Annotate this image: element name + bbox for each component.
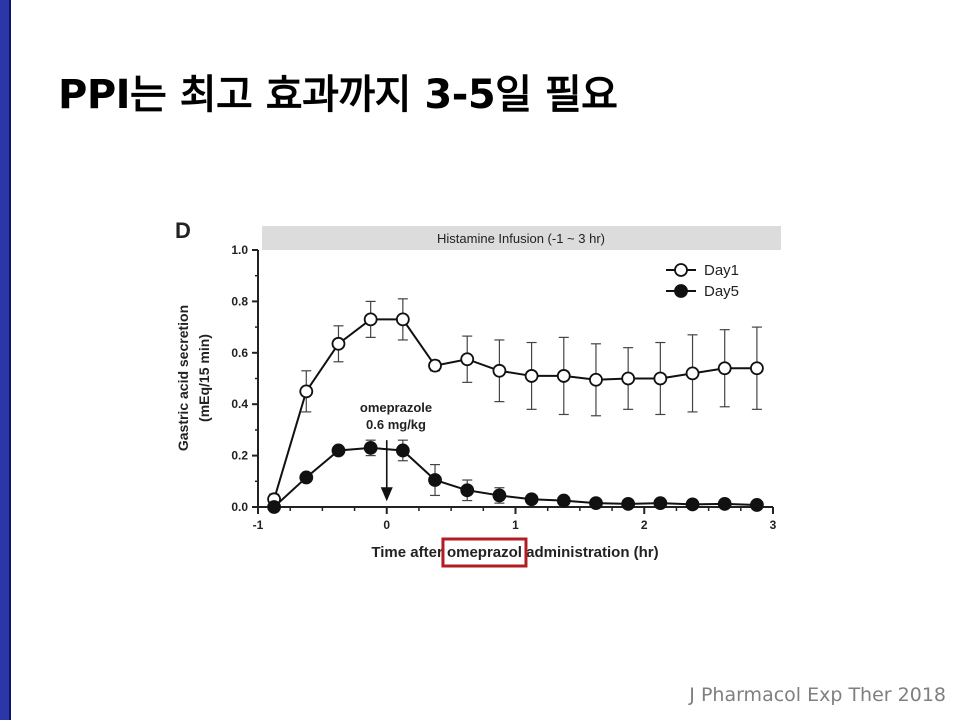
day1-data-point bbox=[621, 371, 636, 386]
day1-data-point bbox=[524, 369, 539, 383]
day5-legend-marker bbox=[674, 284, 688, 298]
day1-data-point bbox=[395, 312, 410, 327]
day5-data-point bbox=[267, 500, 281, 514]
highlight-box bbox=[441, 537, 528, 568]
day5-data-point bbox=[428, 473, 442, 487]
day1-data-point bbox=[653, 371, 668, 386]
x-tick-label: 3 bbox=[770, 518, 777, 532]
day1-data-point bbox=[428, 358, 442, 373]
accent-bar bbox=[0, 0, 11, 720]
day5-data-point bbox=[556, 493, 571, 508]
annotation-dose: 0.6 mg/kg bbox=[366, 417, 426, 432]
day1-data-point bbox=[750, 361, 764, 376]
day5-data-point bbox=[492, 488, 507, 503]
day1-legend-marker bbox=[674, 263, 688, 277]
day5-series-line bbox=[273, 446, 757, 508]
y-tick-label: 0.6 bbox=[231, 346, 248, 360]
banner-label: Histamine Infusion (-1 ~ 3 hr) bbox=[437, 231, 605, 246]
day1-data-point bbox=[589, 372, 603, 387]
y-tick-label: 0.8 bbox=[231, 294, 248, 308]
day5-data-point bbox=[621, 497, 636, 511]
day1-data-point bbox=[331, 336, 346, 351]
day5-data-point bbox=[589, 496, 603, 511]
banner-background bbox=[262, 226, 781, 250]
x-tick-label: 1 bbox=[512, 518, 519, 532]
day5-data-point bbox=[653, 496, 668, 511]
x-axis-label-part: administration (hr) bbox=[522, 544, 659, 561]
x-tick-label: 2 bbox=[641, 518, 648, 532]
day5-data-point bbox=[717, 497, 732, 511]
day1-data-point bbox=[363, 312, 378, 327]
day5-data-point bbox=[331, 443, 346, 458]
annotation-drug: omeprazole bbox=[360, 400, 432, 415]
day5-data-point bbox=[685, 497, 700, 512]
day5-data-point bbox=[750, 498, 764, 512]
y-tick-label: 1.0 bbox=[231, 243, 248, 257]
y-axis-label-unit: (mEq/15 min) bbox=[196, 334, 212, 422]
day5-legend-label: Day5 bbox=[704, 283, 739, 300]
day5-data-point bbox=[524, 492, 539, 507]
day5-data-point bbox=[299, 470, 314, 485]
panel-label: D bbox=[175, 218, 191, 243]
y-axis-label: Gastric acid secretion bbox=[175, 305, 191, 451]
x-axis-label-part: Time after bbox=[371, 544, 447, 561]
day1-data-point bbox=[685, 366, 700, 381]
day1-series-line bbox=[273, 318, 757, 500]
annotation-arrow-head bbox=[380, 487, 393, 502]
day1-data-point bbox=[299, 384, 314, 399]
slide-title: PPI는 최고 효과까지 3-5일 필요 bbox=[58, 72, 618, 118]
y-tick-label: 0.2 bbox=[231, 449, 248, 463]
chart-plot-area: Histamine Infusion (-1 ~ 3 hr) 0.0 0.2 0.4 0… bbox=[175, 226, 781, 568]
y-tick-label: 0.0 bbox=[231, 500, 248, 514]
day1-data-point bbox=[556, 369, 571, 383]
x-tick-label: 0 bbox=[383, 518, 390, 532]
day1-legend-label: Day1 bbox=[704, 262, 739, 279]
day5-data-point bbox=[363, 440, 378, 455]
day5-data-point bbox=[395, 443, 410, 458]
day1-data-point bbox=[717, 361, 732, 376]
x-tick-label: -1 bbox=[253, 518, 264, 532]
day1-data-point bbox=[492, 363, 507, 378]
citation: J Pharmacol Exp Ther 2018 bbox=[689, 684, 946, 706]
x-axis-label-highlight-word: omeprazol bbox=[447, 544, 522, 561]
day5-data-point bbox=[460, 483, 475, 498]
day1-data-point bbox=[460, 352, 475, 367]
x-axis-label: Time after omeprazol administration (hr) bbox=[371, 544, 658, 561]
y-tick-label: 0.4 bbox=[231, 397, 248, 411]
